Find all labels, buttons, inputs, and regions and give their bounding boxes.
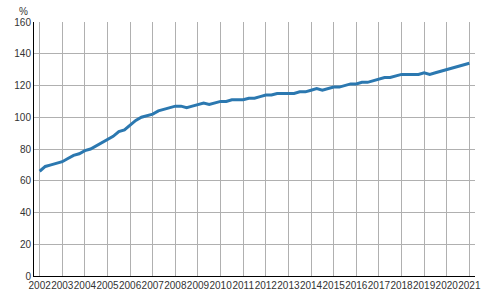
svg-text:2013: 2013 (277, 280, 300, 291)
svg-text:120: 120 (14, 80, 31, 91)
svg-text:80: 80 (20, 144, 32, 155)
svg-text:2021: 2021 (458, 280, 481, 291)
svg-text:0: 0 (25, 271, 31, 282)
svg-text:2009: 2009 (187, 280, 210, 291)
svg-text:2014: 2014 (300, 280, 323, 291)
svg-text:2020: 2020 (436, 280, 459, 291)
svg-text:2007: 2007 (142, 280, 165, 291)
svg-text:2010: 2010 (209, 280, 232, 291)
svg-text:20: 20 (20, 239, 32, 250)
svg-text:100: 100 (14, 112, 31, 123)
svg-text:60: 60 (20, 175, 32, 186)
svg-text:2012: 2012 (255, 280, 278, 291)
svg-text:2008: 2008 (164, 280, 187, 291)
svg-text:2002: 2002 (29, 280, 52, 291)
svg-text:2005: 2005 (96, 280, 119, 291)
svg-text:2011: 2011 (232, 280, 254, 291)
svg-text:140: 140 (14, 48, 31, 59)
svg-text:2006: 2006 (119, 280, 142, 291)
svg-text:2004: 2004 (74, 280, 97, 291)
svg-text:2015: 2015 (323, 280, 346, 291)
svg-text:160: 160 (14, 17, 31, 28)
svg-text:2017: 2017 (368, 280, 391, 291)
svg-text:2019: 2019 (413, 280, 436, 291)
svg-text:%: % (19, 6, 28, 17)
svg-text:2003: 2003 (51, 280, 74, 291)
svg-text:2016: 2016 (345, 280, 368, 291)
svg-text:40: 40 (20, 207, 32, 218)
svg-text:2018: 2018 (390, 280, 413, 291)
